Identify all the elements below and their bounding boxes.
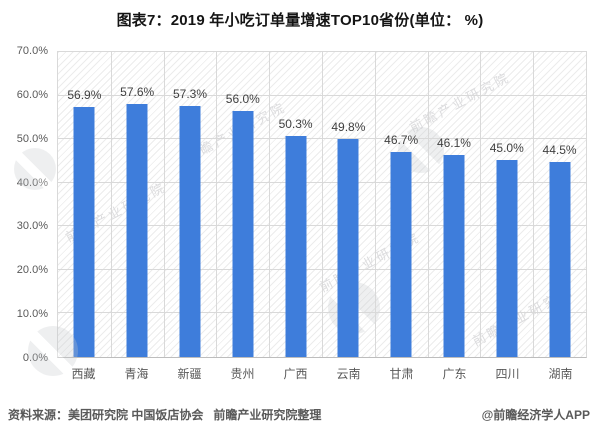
gridline-vertical bbox=[374, 52, 376, 357]
bar-甘肃 bbox=[390, 152, 412, 357]
gridline-vertical bbox=[322, 52, 323, 357]
y-axis: 0.0% 10.0% 20.0% 30.0% 40.0% 50.0% 60.0% 70.0% bbox=[0, 45, 48, 364]
gridline-vertical bbox=[110, 52, 112, 357]
bar-value-label: 46.1% bbox=[436, 135, 471, 150]
x-axis-label-广西: 广西 bbox=[283, 367, 308, 381]
bar-新疆 bbox=[179, 105, 201, 357]
bar-贵州 bbox=[232, 111, 254, 357]
x-axis-label-湖南: 湖南 bbox=[548, 367, 573, 381]
bar-广西 bbox=[285, 136, 307, 357]
y-tick-label: 20.0% bbox=[16, 264, 48, 277]
bar-value-label: 49.8% bbox=[331, 119, 366, 134]
y-tick-label: 40.0% bbox=[16, 176, 48, 189]
x-axis-label-贵州: 贵州 bbox=[230, 367, 255, 381]
bar-湖南 bbox=[549, 161, 571, 357]
bar-slot-青海: 57.6% bbox=[111, 52, 164, 357]
x-axis: 西藏 青海 新疆 贵州 广西 云南 甘肃 广东 四川 湖南 bbox=[57, 365, 587, 382]
gridline-vertical bbox=[163, 52, 165, 357]
y-tick-label: 60.0% bbox=[16, 88, 48, 101]
bar-slot-云南: 49.8% bbox=[322, 52, 375, 357]
gridline-vertical bbox=[269, 52, 271, 357]
bar-series: 56.9% 57.6% 57.3% 56.0% 50.3% 49.8% 46.7% 46.1%… bbox=[58, 52, 586, 357]
bar-value-label: 57.3% bbox=[172, 86, 207, 101]
bar-云南 bbox=[337, 138, 359, 357]
bar-西藏 bbox=[73, 107, 95, 357]
y-tick-label: 0.0% bbox=[22, 352, 48, 364]
bar-slot-广东: 46.1% bbox=[428, 52, 481, 357]
bar-value-label: 46.7% bbox=[384, 133, 419, 148]
gridline-vertical bbox=[533, 52, 535, 357]
chart-title: 图表7：2019 年小吃订单量增速TOP10省份(单位： %) bbox=[116, 12, 484, 29]
bar-slot-湖南: 44.5% bbox=[533, 52, 586, 357]
y-tick-label: 70.0% bbox=[16, 45, 48, 57]
bar-slot-贵州: 56.0% bbox=[216, 52, 269, 357]
x-axis-label-西藏: 西藏 bbox=[71, 367, 96, 381]
source-note: 资料来源：美团研究院 中国饭店协会 前瞻产业研究院整理 bbox=[8, 408, 322, 422]
bar-slot-新疆: 57.3% bbox=[164, 52, 217, 357]
x-axis-label-青海: 青海 bbox=[124, 367, 149, 381]
bar-四川 bbox=[496, 159, 518, 357]
bar-slot-西藏: 56.9% bbox=[58, 52, 111, 357]
x-axis-label-云南: 云南 bbox=[336, 367, 361, 381]
bar-青海 bbox=[126, 104, 148, 357]
footer: 资料来源：美团研究院 中国饭店协会 前瞻产业研究院整理 @前瞻经济学人APP bbox=[8, 406, 590, 423]
gridline-vertical bbox=[480, 52, 482, 357]
bar-slot-广西: 50.3% bbox=[269, 52, 322, 357]
bar-value-label: 56.9% bbox=[67, 88, 102, 103]
bar-slot-甘肃: 46.7% bbox=[375, 52, 428, 357]
bar-value-label: 44.5% bbox=[542, 142, 577, 157]
bar-value-label: 57.6% bbox=[120, 85, 155, 100]
bar-value-label: 56.0% bbox=[225, 92, 260, 107]
bar-value-label: 45.0% bbox=[489, 140, 524, 155]
x-axis-label-甘肃: 甘肃 bbox=[389, 367, 414, 381]
gridline-vertical bbox=[427, 52, 429, 357]
y-tick-label: 30.0% bbox=[16, 220, 48, 233]
bar-slot-四川: 45.0% bbox=[480, 52, 533, 357]
plot-area: 前瞻产业研究院 前瞻产业研究院 前瞻产业研究院 前瞻产业研究院 前瞻产业研究院 … bbox=[57, 51, 587, 358]
y-tick-label: 50.0% bbox=[16, 132, 48, 145]
x-axis-label-四川: 四川 bbox=[495, 367, 520, 381]
credit-note: @前瞻经济学人APP bbox=[481, 408, 590, 422]
bar-value-label: 50.3% bbox=[278, 117, 313, 132]
x-axis-label-新疆: 新疆 bbox=[177, 367, 202, 381]
bar-广东 bbox=[443, 154, 465, 357]
x-axis-label-广东: 广东 bbox=[442, 367, 467, 381]
y-tick-label: 10.0% bbox=[16, 308, 48, 321]
gridline-vertical bbox=[216, 52, 218, 357]
